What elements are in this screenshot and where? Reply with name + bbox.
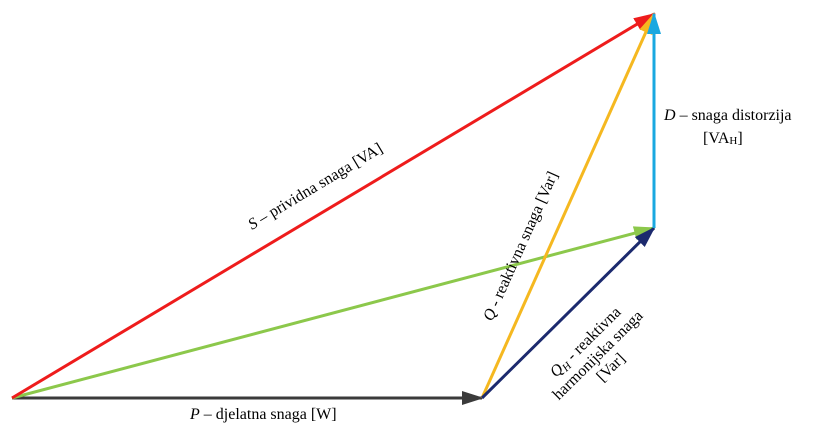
d-label-text: – snaga distorzija <box>676 107 792 124</box>
qh-label: QH - reaktivna harmonijska snaga [Var] <box>547 304 647 404</box>
d-label-unit-end: ] <box>737 130 742 147</box>
q-reactive-power-arrow <box>480 12 656 399</box>
d-label-symbol: D <box>663 107 676 124</box>
d-label-line1: D – snaga distorzija <box>663 107 792 124</box>
p-label-text: – djelatna snaga [W] <box>200 406 337 423</box>
d-label-unit: [VA <box>703 130 730 147</box>
d-label-line2: [VAH] <box>703 130 743 147</box>
s-apparent-power-arrow <box>11 12 656 400</box>
p-label-symbol: P <box>189 406 200 423</box>
d-label-unit-subscript: H <box>729 135 737 147</box>
p-label: P – djelatna snaga [W] <box>189 406 337 423</box>
qh-harmonic-reactive-power-arrow <box>480 226 656 400</box>
q-label-text: - reaktivna snaga [Var] <box>485 169 562 313</box>
